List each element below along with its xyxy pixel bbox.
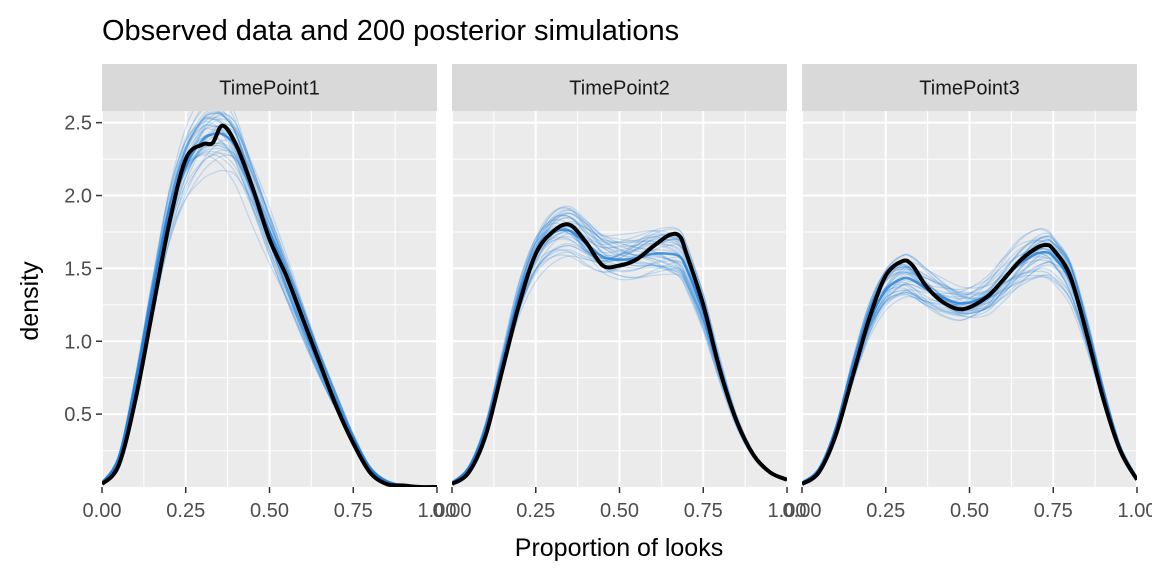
- x-tick-label: 0.50: [950, 500, 989, 522]
- x-tick-label: 1.00: [768, 500, 807, 522]
- x-tick-label: 0.25: [166, 500, 205, 522]
- simulated-density-line: [802, 234, 1137, 483]
- x-tick-label: 0.75: [1034, 500, 1073, 522]
- x-tick-label: 0.25: [866, 500, 905, 522]
- simulated-density-line: [802, 252, 1137, 484]
- x-tick-label: 0.50: [600, 500, 639, 522]
- facet-strip: [452, 64, 787, 111]
- simulated-density-line: [802, 239, 1137, 483]
- y-tick-label: 1.5: [64, 258, 92, 280]
- x-tick-label: 0.75: [684, 500, 723, 522]
- observed-density-line: [102, 123, 437, 487]
- density-lines: [102, 111, 437, 487]
- simulated-density-line: [802, 235, 1137, 483]
- simulated-density-line: [802, 251, 1137, 484]
- x-tick-label: 0.00: [783, 500, 822, 522]
- facet-label: TimePoint3: [919, 78, 1019, 100]
- facet-label: TimePoint2: [569, 78, 669, 100]
- simulated-density-line: [452, 228, 787, 483]
- facet-panel-2: TimePoint2 0.00 0.25 0.50 0.75 1.00: [433, 64, 807, 522]
- y-tick-label: 2.5: [64, 113, 92, 135]
- observed-density-line: [452, 222, 787, 486]
- simulated-density-line: [802, 273, 1137, 484]
- density-lines: [802, 227, 1137, 486]
- x-tick-label: 1.00: [418, 500, 457, 522]
- y-tick-label: 1.0: [64, 331, 92, 353]
- y-axis: 0.5 1.0 1.5 2.0 2.5: [64, 113, 102, 426]
- facet-panel-1: TimePoint1 0.00 0.25 0.50 0.75 1.00: [83, 64, 457, 522]
- facet-strip: [802, 64, 1137, 111]
- y-axis-title: density: [16, 261, 44, 341]
- simulated-density-line: [802, 235, 1137, 483]
- chart-title: Observed data and 200 posterior simulati…: [102, 15, 679, 47]
- x-tick-label: 0.00: [83, 500, 122, 522]
- simulated-density-line: [802, 252, 1137, 484]
- simulated-density-line: [452, 231, 787, 483]
- x-tick-label: 0.25: [516, 500, 555, 522]
- simulated-density-line: [802, 249, 1137, 484]
- observed-density-line: [802, 243, 1137, 486]
- density-lines: [452, 205, 787, 486]
- simulated-density-line: [802, 242, 1137, 484]
- simulated-density-line: [452, 222, 787, 484]
- x-tick-label: 1.00: [1118, 500, 1152, 522]
- y-tick-label: 0.5: [64, 404, 92, 426]
- y-tick-label: 2.0: [64, 186, 92, 208]
- x-tick-label: 0.50: [250, 500, 289, 522]
- facet-label: TimePoint1: [219, 78, 319, 100]
- simulated-density-line: [802, 240, 1137, 484]
- x-tick-label: 0.00: [433, 500, 472, 522]
- simulated-density-line: [802, 244, 1137, 484]
- x-axis-title: Proportion of looks: [515, 534, 723, 562]
- facet-strip: [102, 64, 437, 111]
- simulated-density-line: [802, 244, 1137, 484]
- x-tick-label: 0.75: [334, 500, 373, 522]
- facet-panel-3: TimePoint3 0.00 0.25 0.50 0.75 1.00: [783, 64, 1152, 522]
